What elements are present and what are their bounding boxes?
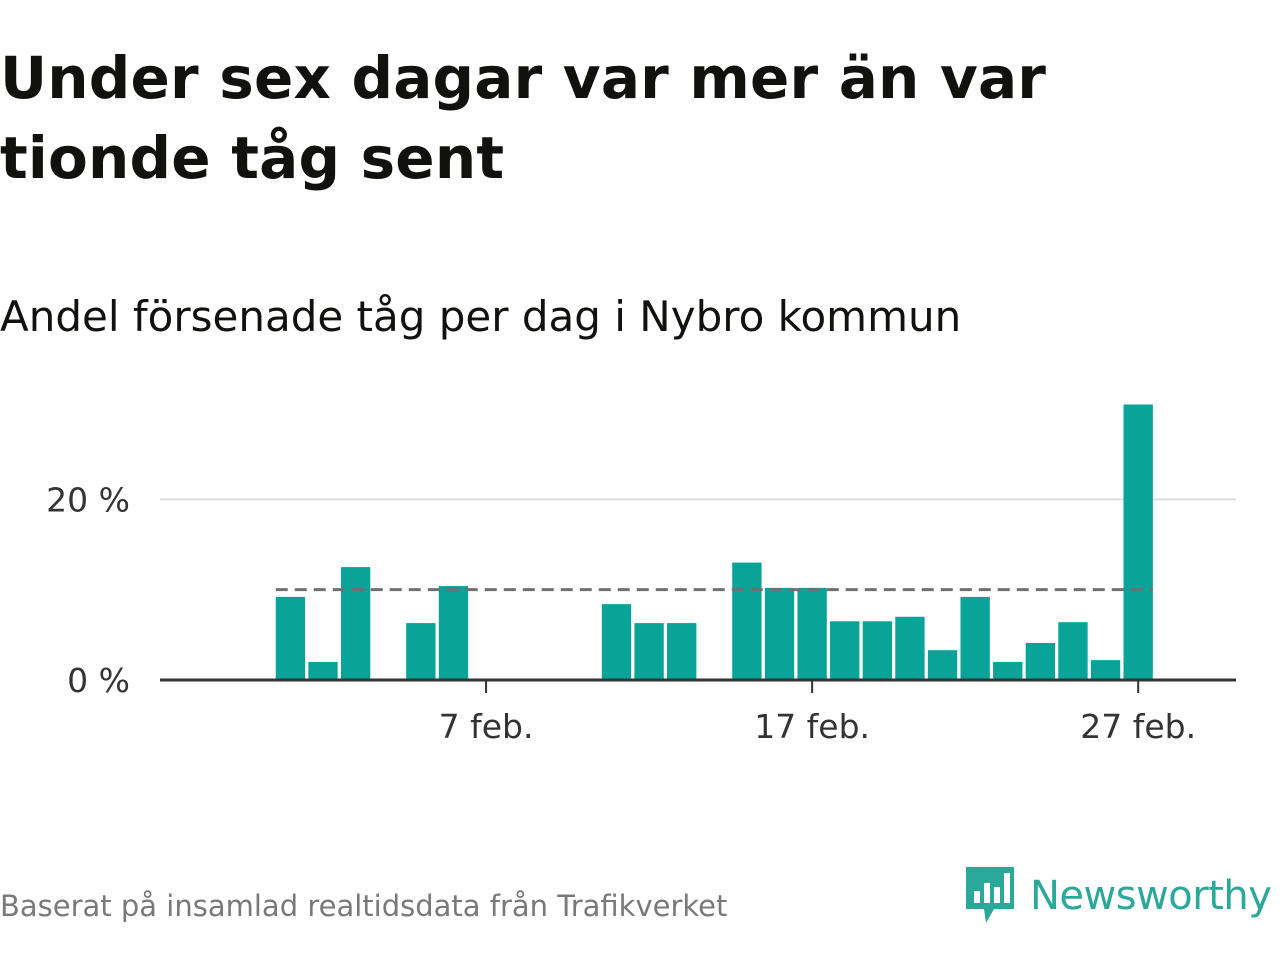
bar (993, 661, 1023, 680)
bar (732, 562, 762, 680)
chart-title: Under sex dagar var mer än var tionde tå… (0, 44, 1047, 192)
bar (275, 596, 306, 680)
bar (340, 567, 371, 680)
chart-subtitle: Andel försenade tåg per dag i Nybro komm… (0, 292, 962, 341)
bar (960, 596, 990, 680)
bar (601, 604, 632, 680)
bar (764, 587, 795, 680)
y-tick-label: 0 % (67, 661, 130, 700)
bar (308, 661, 338, 680)
bar (1090, 660, 1121, 680)
x-tick-label: 17 feb. (754, 707, 870, 746)
bar (634, 623, 664, 680)
bar (1025, 642, 1056, 680)
x-tick-label: 7 feb. (439, 707, 534, 746)
bar (927, 650, 958, 680)
bar (406, 623, 436, 680)
bar (895, 616, 925, 680)
newsworthy-logo-icon (966, 867, 1014, 923)
bar (797, 587, 827, 680)
bar (1123, 404, 1153, 680)
y-tick-label: 20 % (46, 480, 130, 519)
bar (830, 621, 860, 680)
brand-logo[interactable]: Newsworthy (964, 864, 1272, 928)
x-tick-label: 27 feb. (1080, 707, 1196, 746)
bar (438, 586, 469, 680)
source-note: Baserat på insamlad realtidsdata från Tr… (0, 889, 728, 923)
bar (1058, 622, 1088, 680)
brand-name: Newsworthy (1030, 873, 1272, 919)
bar-chart: 0 % 20 % 7 feb. 17 feb. 27 feb. (46, 404, 1236, 746)
bar (667, 623, 697, 680)
bar (862, 621, 893, 680)
